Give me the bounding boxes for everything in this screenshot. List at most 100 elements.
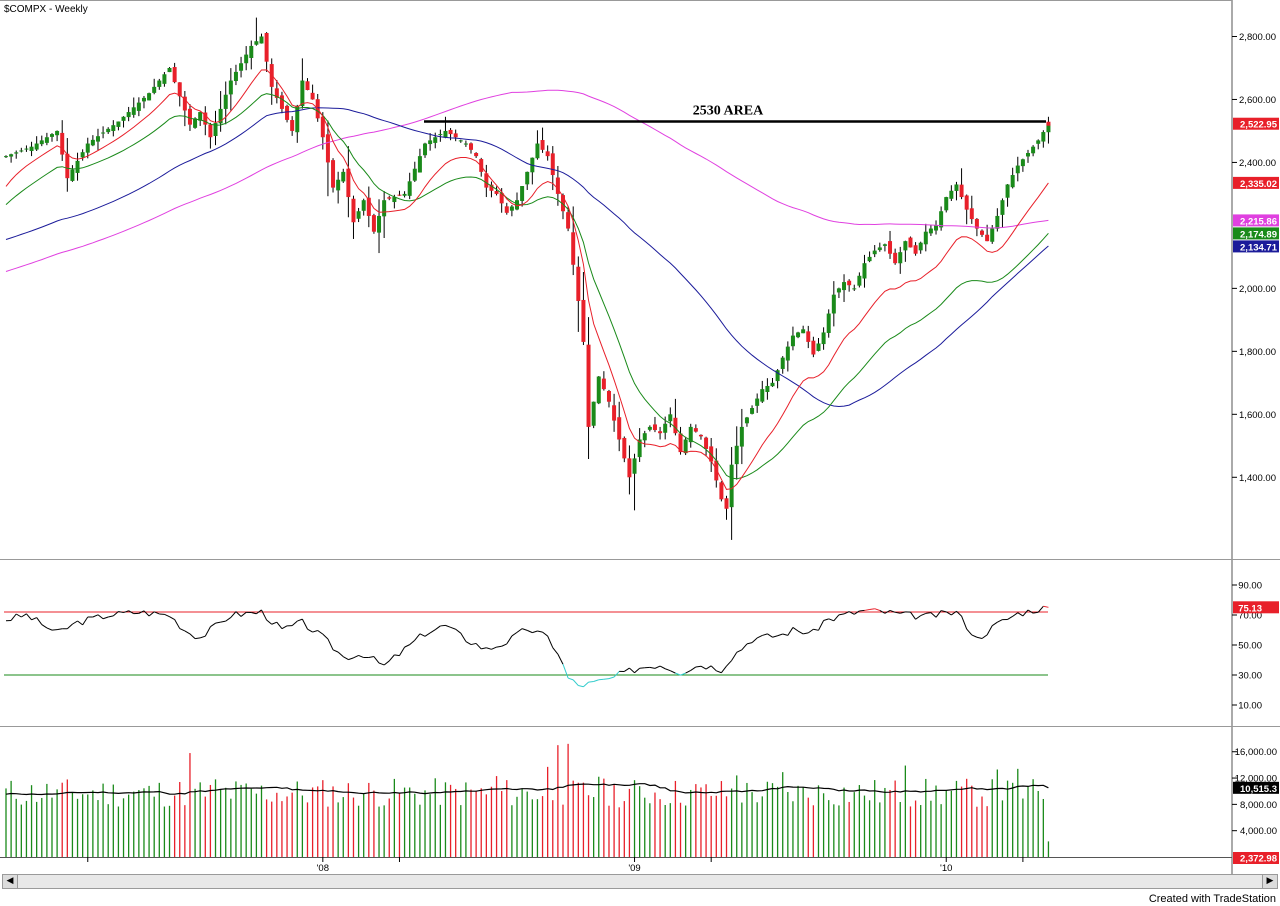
candle <box>857 272 862 288</box>
candle <box>387 195 392 201</box>
rsi-segment <box>414 633 421 641</box>
candle <box>540 127 545 153</box>
rsi-segment <box>66 623 73 630</box>
rsi-segment <box>705 665 712 670</box>
candle-body <box>95 136 100 142</box>
time-axis: '08 '09 '10 <box>87 857 1024 874</box>
rsi-segment <box>981 634 988 639</box>
candle-body <box>714 460 719 481</box>
rsi-segment <box>608 676 615 680</box>
candle <box>121 116 126 128</box>
rsi-segment <box>301 618 308 630</box>
candle <box>484 164 489 198</box>
rsi-segment <box>680 672 686 676</box>
candle-body <box>739 426 744 447</box>
candle <box>934 220 939 235</box>
rsi-segment <box>51 629 58 631</box>
candle <box>908 236 913 248</box>
rsi-segment <box>327 638 334 651</box>
candle <box>356 207 361 223</box>
candle-body <box>39 140 44 145</box>
rsi-segment <box>465 641 472 645</box>
candle <box>652 416 657 433</box>
rsi-segment <box>649 666 656 669</box>
candle <box>1036 139 1041 150</box>
scroll-left-icon[interactable]: ◀ <box>3 875 18 888</box>
rsi-segment <box>567 677 574 681</box>
candle <box>964 194 969 225</box>
candle-body <box>872 250 877 255</box>
rsi-segment <box>179 628 186 632</box>
rsi-segment <box>470 642 477 646</box>
rsi-segment <box>572 679 579 686</box>
rsi-segment <box>603 678 610 680</box>
candle <box>872 245 877 258</box>
candle-body <box>755 398 760 406</box>
rsi-segment <box>204 626 211 637</box>
candle <box>591 401 596 429</box>
candle-body <box>847 280 852 286</box>
candle-body <box>826 313 831 333</box>
candle-body <box>233 71 238 82</box>
candle <box>959 168 964 200</box>
candle-body <box>1005 184 1010 198</box>
rsi-segment <box>138 610 145 614</box>
candle-body <box>760 389 765 402</box>
horizontal-scrollbar[interactable]: ◀ ▶ <box>2 874 1278 889</box>
rsi-segment <box>991 621 998 627</box>
candle-body <box>259 36 264 44</box>
rsi-segment <box>532 630 538 634</box>
candle-body <box>177 82 182 97</box>
rsi-segment <box>215 621 221 624</box>
candle <box>821 327 826 350</box>
scroll-right-icon[interactable]: ▶ <box>1262 875 1277 888</box>
candle-body <box>392 197 397 203</box>
candle <box>95 128 100 150</box>
rsi-segment <box>281 625 288 630</box>
rsi-segment <box>174 619 181 629</box>
rsi-segment <box>77 620 83 626</box>
candle <box>336 171 341 204</box>
candle-body <box>939 211 944 228</box>
rsi-segment <box>506 635 513 645</box>
candle-body <box>806 331 811 342</box>
rsi-segment <box>72 620 78 625</box>
rsi-segment <box>838 613 845 616</box>
price-badge-4: 2,134.71 <box>1240 242 1278 253</box>
rsi-segment <box>654 665 661 669</box>
candle <box>377 199 382 254</box>
candle-body <box>254 41 259 45</box>
candle-body <box>305 81 310 91</box>
candle <box>29 141 34 157</box>
candle-body <box>734 445 739 465</box>
candle <box>34 136 39 152</box>
candle <box>734 426 739 480</box>
rsi-axis: 90.00 70.00 50.00 30.00 10.00 <box>4 581 1262 712</box>
candle-body <box>1010 175 1015 188</box>
candle-body <box>816 343 821 351</box>
candle-body <box>70 169 75 181</box>
candle <box>9 153 14 163</box>
candle <box>24 145 29 152</box>
candle <box>770 378 775 387</box>
rsi-segment <box>189 633 196 639</box>
candle-body <box>612 405 617 421</box>
candle-body <box>719 482 724 500</box>
candle <box>489 181 494 198</box>
candle-body <box>1046 123 1051 133</box>
rsi-segment <box>225 617 232 622</box>
candle-body <box>867 256 872 262</box>
candle-body <box>790 335 795 347</box>
candle-body <box>106 128 111 133</box>
candle-body <box>622 437 627 459</box>
rsi-segment <box>404 644 410 648</box>
candle <box>555 165 560 206</box>
candle <box>980 229 985 237</box>
candle-body <box>371 215 376 232</box>
candle-body <box>85 143 90 153</box>
rsi-segment <box>102 616 109 620</box>
rsi-segment <box>557 653 564 665</box>
rsi-segment <box>419 633 426 637</box>
rsi-segment <box>542 631 548 637</box>
